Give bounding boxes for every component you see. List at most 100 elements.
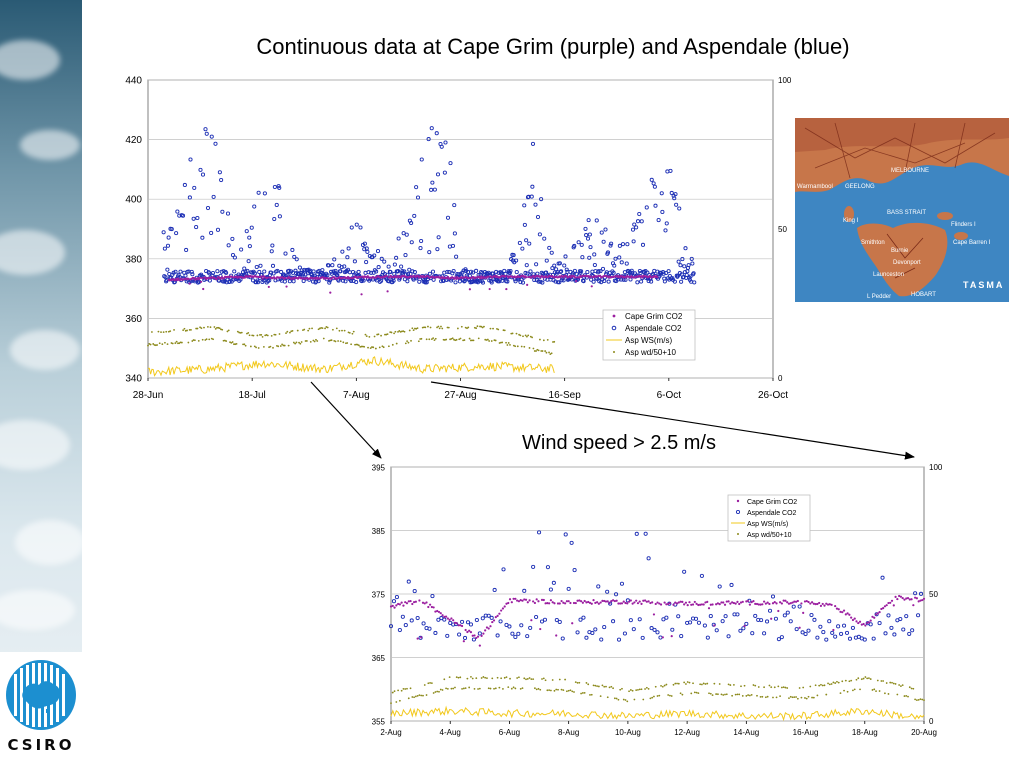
wind-dir-point <box>807 695 810 698</box>
wind-dir-point <box>475 327 478 330</box>
cape-grim-point <box>794 600 798 603</box>
aspendale-point <box>612 263 617 268</box>
map-tasmania-landmass <box>857 222 948 297</box>
aspendale-point <box>358 225 363 230</box>
wind-dir-point <box>312 339 315 342</box>
wind-dir-point <box>180 341 183 344</box>
wind-dir-point <box>313 340 316 343</box>
wind-dir-point <box>497 328 500 331</box>
cape-grim-point <box>784 599 787 602</box>
wind-dir-point <box>363 345 366 348</box>
aspendale-point <box>311 269 316 274</box>
wind-dir-point <box>670 695 673 697</box>
wind-dir-point <box>381 345 384 348</box>
wind-dir-point <box>292 341 295 344</box>
cape-grim-point <box>914 596 917 599</box>
cape-grim-point <box>400 601 403 604</box>
aspendale-point <box>646 556 651 561</box>
aspendale-point <box>554 618 559 623</box>
wind-dir-point <box>441 327 444 330</box>
wind-dir-point <box>628 690 630 693</box>
wind-dir-point <box>882 680 885 682</box>
wind-dir-point <box>764 696 767 699</box>
aspendale-point <box>254 264 259 270</box>
wind-dir-point <box>589 694 591 696</box>
aspendale-point <box>569 540 574 545</box>
aspendale-point <box>474 268 479 273</box>
aspendale-point <box>666 269 671 274</box>
aspendale-point <box>277 185 282 190</box>
wind-dir-point <box>390 702 392 705</box>
cape-grim-point <box>471 634 474 637</box>
cape-grim-point <box>467 276 470 280</box>
cape-grim-point <box>619 602 622 605</box>
wind-dir-point <box>252 334 255 337</box>
aspendale-point <box>445 269 450 274</box>
aspendale-point <box>581 615 586 620</box>
wind-dir-point <box>553 689 556 692</box>
wind-dir-point <box>626 700 629 703</box>
aspendale-point <box>462 635 468 641</box>
cape-grim-point <box>887 601 890 605</box>
wind-dir-point <box>305 340 308 342</box>
cape-grim-point <box>850 616 853 619</box>
map-label: L Pedder <box>867 294 891 300</box>
cape-grim-point <box>409 599 412 603</box>
aspendale-point <box>316 279 321 284</box>
wind-dir-point <box>190 328 192 331</box>
aspendale-point <box>508 268 513 274</box>
cape-grim-point <box>839 610 842 613</box>
wind-dir-point <box>839 692 842 695</box>
aspendale-point <box>598 269 603 274</box>
aspendale-point <box>412 270 417 275</box>
aspendale-point <box>585 236 591 241</box>
wind-dir-point <box>644 688 646 690</box>
legend-label-aspendale: Aspendale CO2 <box>625 324 682 333</box>
cape-grim-point <box>479 277 482 280</box>
aspendale-point <box>230 236 235 241</box>
wind-dir-point <box>358 344 360 347</box>
aspendale-point <box>530 141 536 146</box>
wind-dir-point <box>158 342 161 345</box>
wind-dir-point <box>860 678 863 681</box>
wind-dir-point <box>814 684 817 687</box>
aspendale-point <box>652 184 657 189</box>
cape-grim-point <box>649 601 652 605</box>
wind-dir-point <box>738 693 741 696</box>
cape-grim-point <box>266 276 269 279</box>
wind-dir-point <box>679 692 682 695</box>
wind-dir-point <box>390 331 393 334</box>
cape-grim-point <box>462 640 465 643</box>
aspendale-point <box>255 280 261 285</box>
map-label: TASMA <box>963 280 1004 290</box>
aspendale-point <box>676 259 681 264</box>
cape-grim-point <box>243 276 246 279</box>
wind-dir-point <box>160 331 162 334</box>
wind-dir-point <box>216 326 218 329</box>
wind-dir-point <box>594 684 597 687</box>
wind-dir-point <box>720 693 723 696</box>
wind-dir-point <box>866 677 869 680</box>
aspendale-point <box>559 269 564 274</box>
aspendale-point <box>544 270 549 275</box>
wind-dir-point <box>240 331 243 334</box>
cape-grim-point <box>359 275 362 279</box>
aspendale-point <box>566 586 571 591</box>
wind-dir-point <box>844 679 847 682</box>
wind-dir-point <box>193 339 196 342</box>
cape-grim-point <box>627 600 631 603</box>
wind-dir-point <box>459 676 462 679</box>
wind-dir-point <box>324 327 326 330</box>
aspendale-point <box>247 244 252 249</box>
wind-dir-point <box>708 692 710 695</box>
cape-grim-point <box>567 600 570 603</box>
wind-dir-point <box>722 694 725 696</box>
aspendale-point <box>232 255 237 260</box>
wind-dir-point <box>218 327 221 330</box>
aspendale-point <box>753 613 758 618</box>
aspendale-point <box>183 273 188 278</box>
cape-grim-point <box>202 287 205 291</box>
wind-dir-point <box>923 699 925 701</box>
aspendale-point <box>430 269 436 274</box>
wind-dir-point <box>534 687 536 690</box>
